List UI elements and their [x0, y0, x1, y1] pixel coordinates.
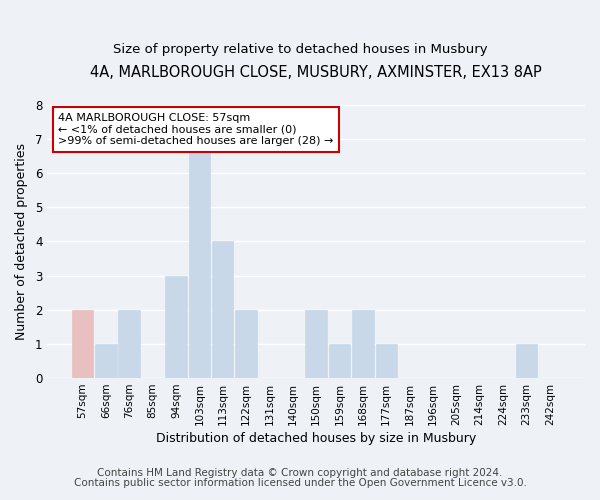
Bar: [305, 310, 327, 378]
Text: Contains public sector information licensed under the Open Government Licence v3: Contains public sector information licen…: [74, 478, 526, 488]
Title: 4A, MARLBOROUGH CLOSE, MUSBURY, AXMINSTER, EX13 8AP: 4A, MARLBOROUGH CLOSE, MUSBURY, AXMINSTE…: [90, 65, 542, 80]
Bar: [95, 344, 116, 378]
Bar: [235, 310, 257, 378]
Y-axis label: Number of detached properties: Number of detached properties: [15, 143, 28, 340]
Bar: [515, 344, 537, 378]
Bar: [329, 344, 350, 378]
X-axis label: Distribution of detached houses by size in Musbury: Distribution of detached houses by size …: [156, 432, 476, 445]
Bar: [212, 242, 233, 378]
Text: Size of property relative to detached houses in Musbury: Size of property relative to detached ho…: [113, 42, 487, 56]
Bar: [118, 310, 140, 378]
Text: 4A MARLBOROUGH CLOSE: 57sqm
← <1% of detached houses are smaller (0)
>99% of sem: 4A MARLBOROUGH CLOSE: 57sqm ← <1% of det…: [58, 113, 334, 146]
Bar: [352, 310, 374, 378]
Bar: [72, 310, 93, 378]
Text: Contains HM Land Registry data © Crown copyright and database right 2024.: Contains HM Land Registry data © Crown c…: [97, 468, 503, 477]
Bar: [188, 139, 210, 378]
Bar: [376, 344, 397, 378]
Bar: [165, 276, 187, 378]
